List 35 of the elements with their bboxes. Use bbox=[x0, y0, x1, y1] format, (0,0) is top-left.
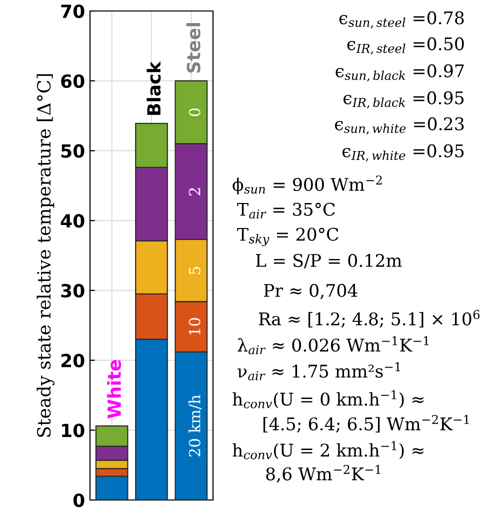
y-tick-label: 70 bbox=[61, 4, 84, 18]
text: ϵ$_{IR,steel}$ =0.50 bbox=[347, 37, 464, 54]
text: ν$_{air}$ ≈ 1.75 mm²s$^{−1}$ bbox=[238, 362, 400, 380]
text: T$_{air}$ = 35°C bbox=[237, 202, 335, 219]
series-label: 2 bbox=[188, 188, 200, 196]
text: ϵ$_{IR,black}$ =0.95 bbox=[343, 91, 464, 108]
text: λ$_{air}$ ≈ 0.026 Wm$^{−1}$K$^{−1}$ bbox=[238, 336, 429, 354]
text: ϵ$_{IR,white}$ =0.95 bbox=[342, 144, 464, 162]
y-tick-label: 50 bbox=[61, 144, 84, 158]
y-axis-title: Steady state relative temperature [Δ°C] bbox=[36, 74, 54, 437]
text: ϵ$_{sun,steel}$ =0.78 bbox=[339, 11, 464, 28]
text: Ra ≈ [1.2; 4.8; 5.1] × 10$^{6}$ bbox=[258, 310, 480, 328]
series-label: 0 bbox=[188, 108, 200, 116]
y-tick-label: 10 bbox=[62, 424, 84, 438]
text: Pr ≈ 0,704 bbox=[264, 284, 358, 300]
y-tick-label: 60 bbox=[61, 74, 84, 88]
text: h$_{conv}$(U = 2 km.h$^{−1}$) ≈ bbox=[232, 441, 424, 460]
series-label: 20 km/h bbox=[188, 394, 202, 456]
x-tick-label: Black bbox=[146, 61, 161, 115]
series-label: 5 bbox=[189, 266, 200, 274]
text: L = S/P = 0.12m bbox=[256, 254, 402, 268]
y-tick-label: 30 bbox=[61, 284, 84, 298]
text: [4.5; 6.4; 6.5] Wm$^{−2}$K$^{−1}$ bbox=[263, 414, 469, 433]
x-tick-label: White bbox=[107, 360, 122, 418]
text: ϕ$_{sun}$ = 900 Wm$^{−2}$ bbox=[232, 175, 382, 194]
text: ϵ$_{sun,black}$ =0.97 bbox=[336, 64, 464, 82]
x-tick-label: Steel bbox=[186, 23, 200, 73]
y-tick-label: 20 bbox=[61, 354, 84, 368]
series-label: 10 bbox=[188, 318, 200, 335]
text: 8,6 Wm$^{−2}$K$^{−1}$ bbox=[266, 464, 380, 483]
text: h$_{conv}$(U = 0 km.h$^{−1}$) ≈ bbox=[232, 390, 424, 408]
y-tick-label: 0 bbox=[73, 493, 84, 508]
y-tick-label: 40 bbox=[60, 214, 84, 228]
text: ϵ$_{sun,white}$ =0.23 bbox=[334, 117, 464, 134]
text: T$_{sky}$ = 20°C bbox=[237, 228, 338, 246]
